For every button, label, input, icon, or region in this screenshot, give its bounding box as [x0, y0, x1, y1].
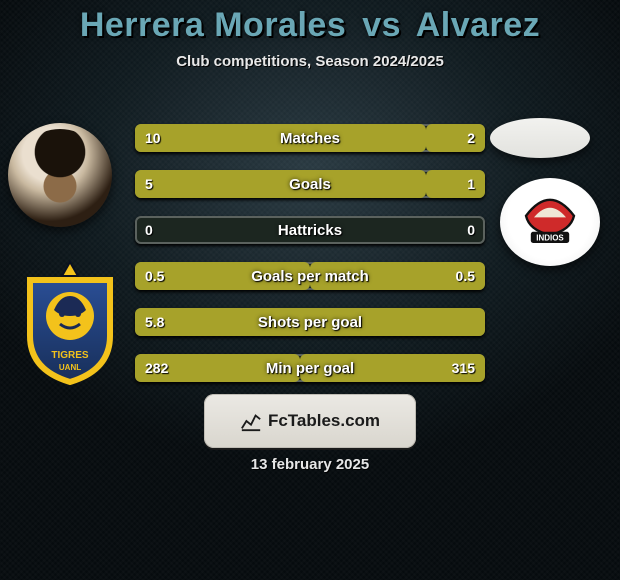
page-title: Herrera Morales vs Alvarez	[0, 0, 620, 45]
stat-row: 0.50.5Goals per match	[135, 262, 485, 290]
stats-comparison: 102Matches 51Goals 00Hattricks 0.50.5Goals …	[135, 124, 485, 400]
stat-row: 102Matches	[135, 124, 485, 152]
avatar-right-player	[490, 118, 590, 158]
stat-fill-right	[300, 354, 486, 382]
stat-row: 00Hattricks	[135, 216, 485, 244]
stat-fill-left	[135, 354, 300, 382]
chart-icon	[240, 410, 262, 432]
crest-right: INDIOS	[500, 178, 600, 266]
stat-fill-left	[135, 262, 310, 290]
brand-text: FcTables.com	[268, 411, 380, 431]
title-vs: vs	[362, 6, 401, 44]
title-left: Herrera Morales	[80, 6, 346, 44]
stat-fill-right	[310, 262, 485, 290]
stat-row: 51Goals	[135, 170, 485, 198]
stat-row: 5.8Shots per goal	[135, 308, 485, 336]
svg-text:UANL: UANL	[59, 363, 81, 372]
avatar-left-player	[8, 123, 112, 227]
brand-card[interactable]: FcTables.com	[204, 394, 416, 448]
footer-date: 13 february 2025	[0, 456, 620, 473]
stat-fill-left	[135, 170, 426, 198]
crest-left: TIGRES UANL	[20, 258, 120, 386]
stat-fill-left	[135, 124, 426, 152]
page-subtitle: Club competitions, Season 2024/2025	[0, 53, 620, 70]
stat-fill-right	[426, 170, 486, 198]
stat-row: 282315Min per goal	[135, 354, 485, 382]
title-right: Alvarez	[416, 6, 540, 44]
stat-track	[135, 216, 485, 244]
stat-fill-right	[426, 124, 486, 152]
crest-right-label: INDIOS	[536, 233, 564, 242]
stat-fill-left	[135, 308, 485, 336]
svg-text:TIGRES: TIGRES	[51, 350, 89, 361]
